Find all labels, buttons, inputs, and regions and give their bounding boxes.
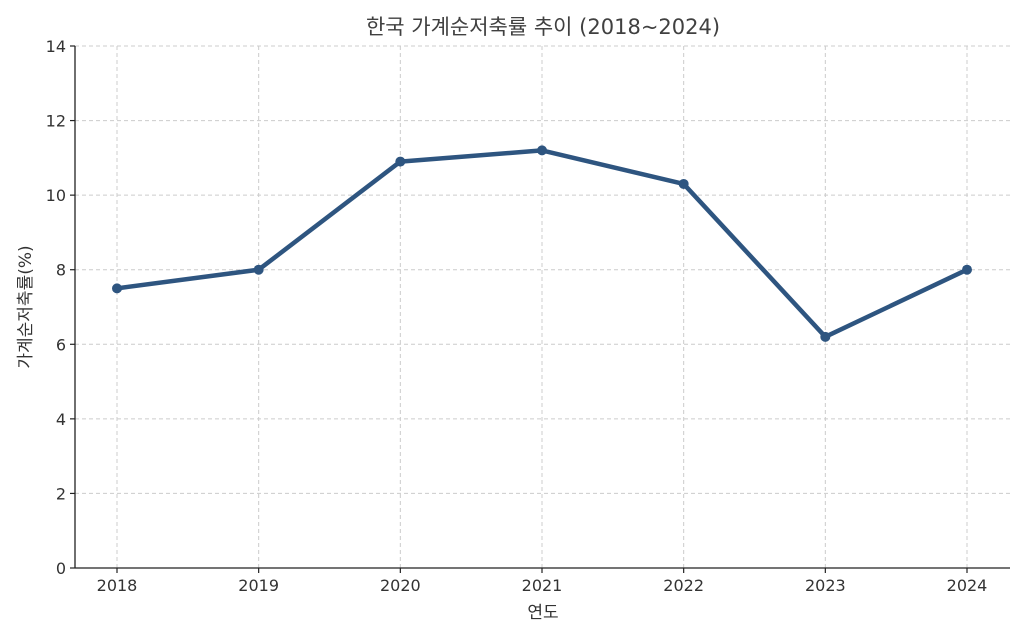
y-tick-label: 6	[56, 335, 66, 354]
series-group	[112, 145, 972, 342]
data-point	[253, 264, 264, 275]
x-axis-label: 연도	[527, 603, 558, 623]
chart-title: 한국 가계순저축률 추이 (2018~2024)	[366, 15, 720, 39]
x-tick-label: 2020	[380, 576, 421, 595]
data-point	[962, 264, 972, 275]
x-tick-label: 2024	[947, 576, 988, 595]
y-tick-label: 8	[56, 261, 66, 280]
data-point	[537, 145, 547, 156]
x-tick-label: 2023	[805, 576, 846, 595]
data-point	[395, 156, 406, 167]
data-point	[820, 331, 831, 342]
data-point	[678, 178, 689, 189]
y-tick-label: 4	[56, 410, 66, 429]
y-tick-label: 2	[56, 484, 66, 503]
x-tick-label: 2022	[663, 576, 704, 595]
x-tick-label: 2021	[522, 576, 563, 595]
y-axis-label: 가계순저축률(%)	[16, 245, 36, 368]
y-tick-label: 12	[46, 112, 66, 131]
y-tick-label: 10	[46, 186, 66, 205]
ticks: 0 2 4 6 8 10 12 14 2018 2019 2020 2021 2022 2023 2024	[46, 37, 988, 595]
x-tick-label: 2019	[238, 576, 279, 595]
y-tick-label: 0	[56, 559, 66, 578]
grid	[75, 45, 1010, 568]
data-point	[112, 283, 122, 294]
y-tick-label: 14	[46, 37, 66, 56]
x-tick-label: 2018	[97, 576, 138, 595]
